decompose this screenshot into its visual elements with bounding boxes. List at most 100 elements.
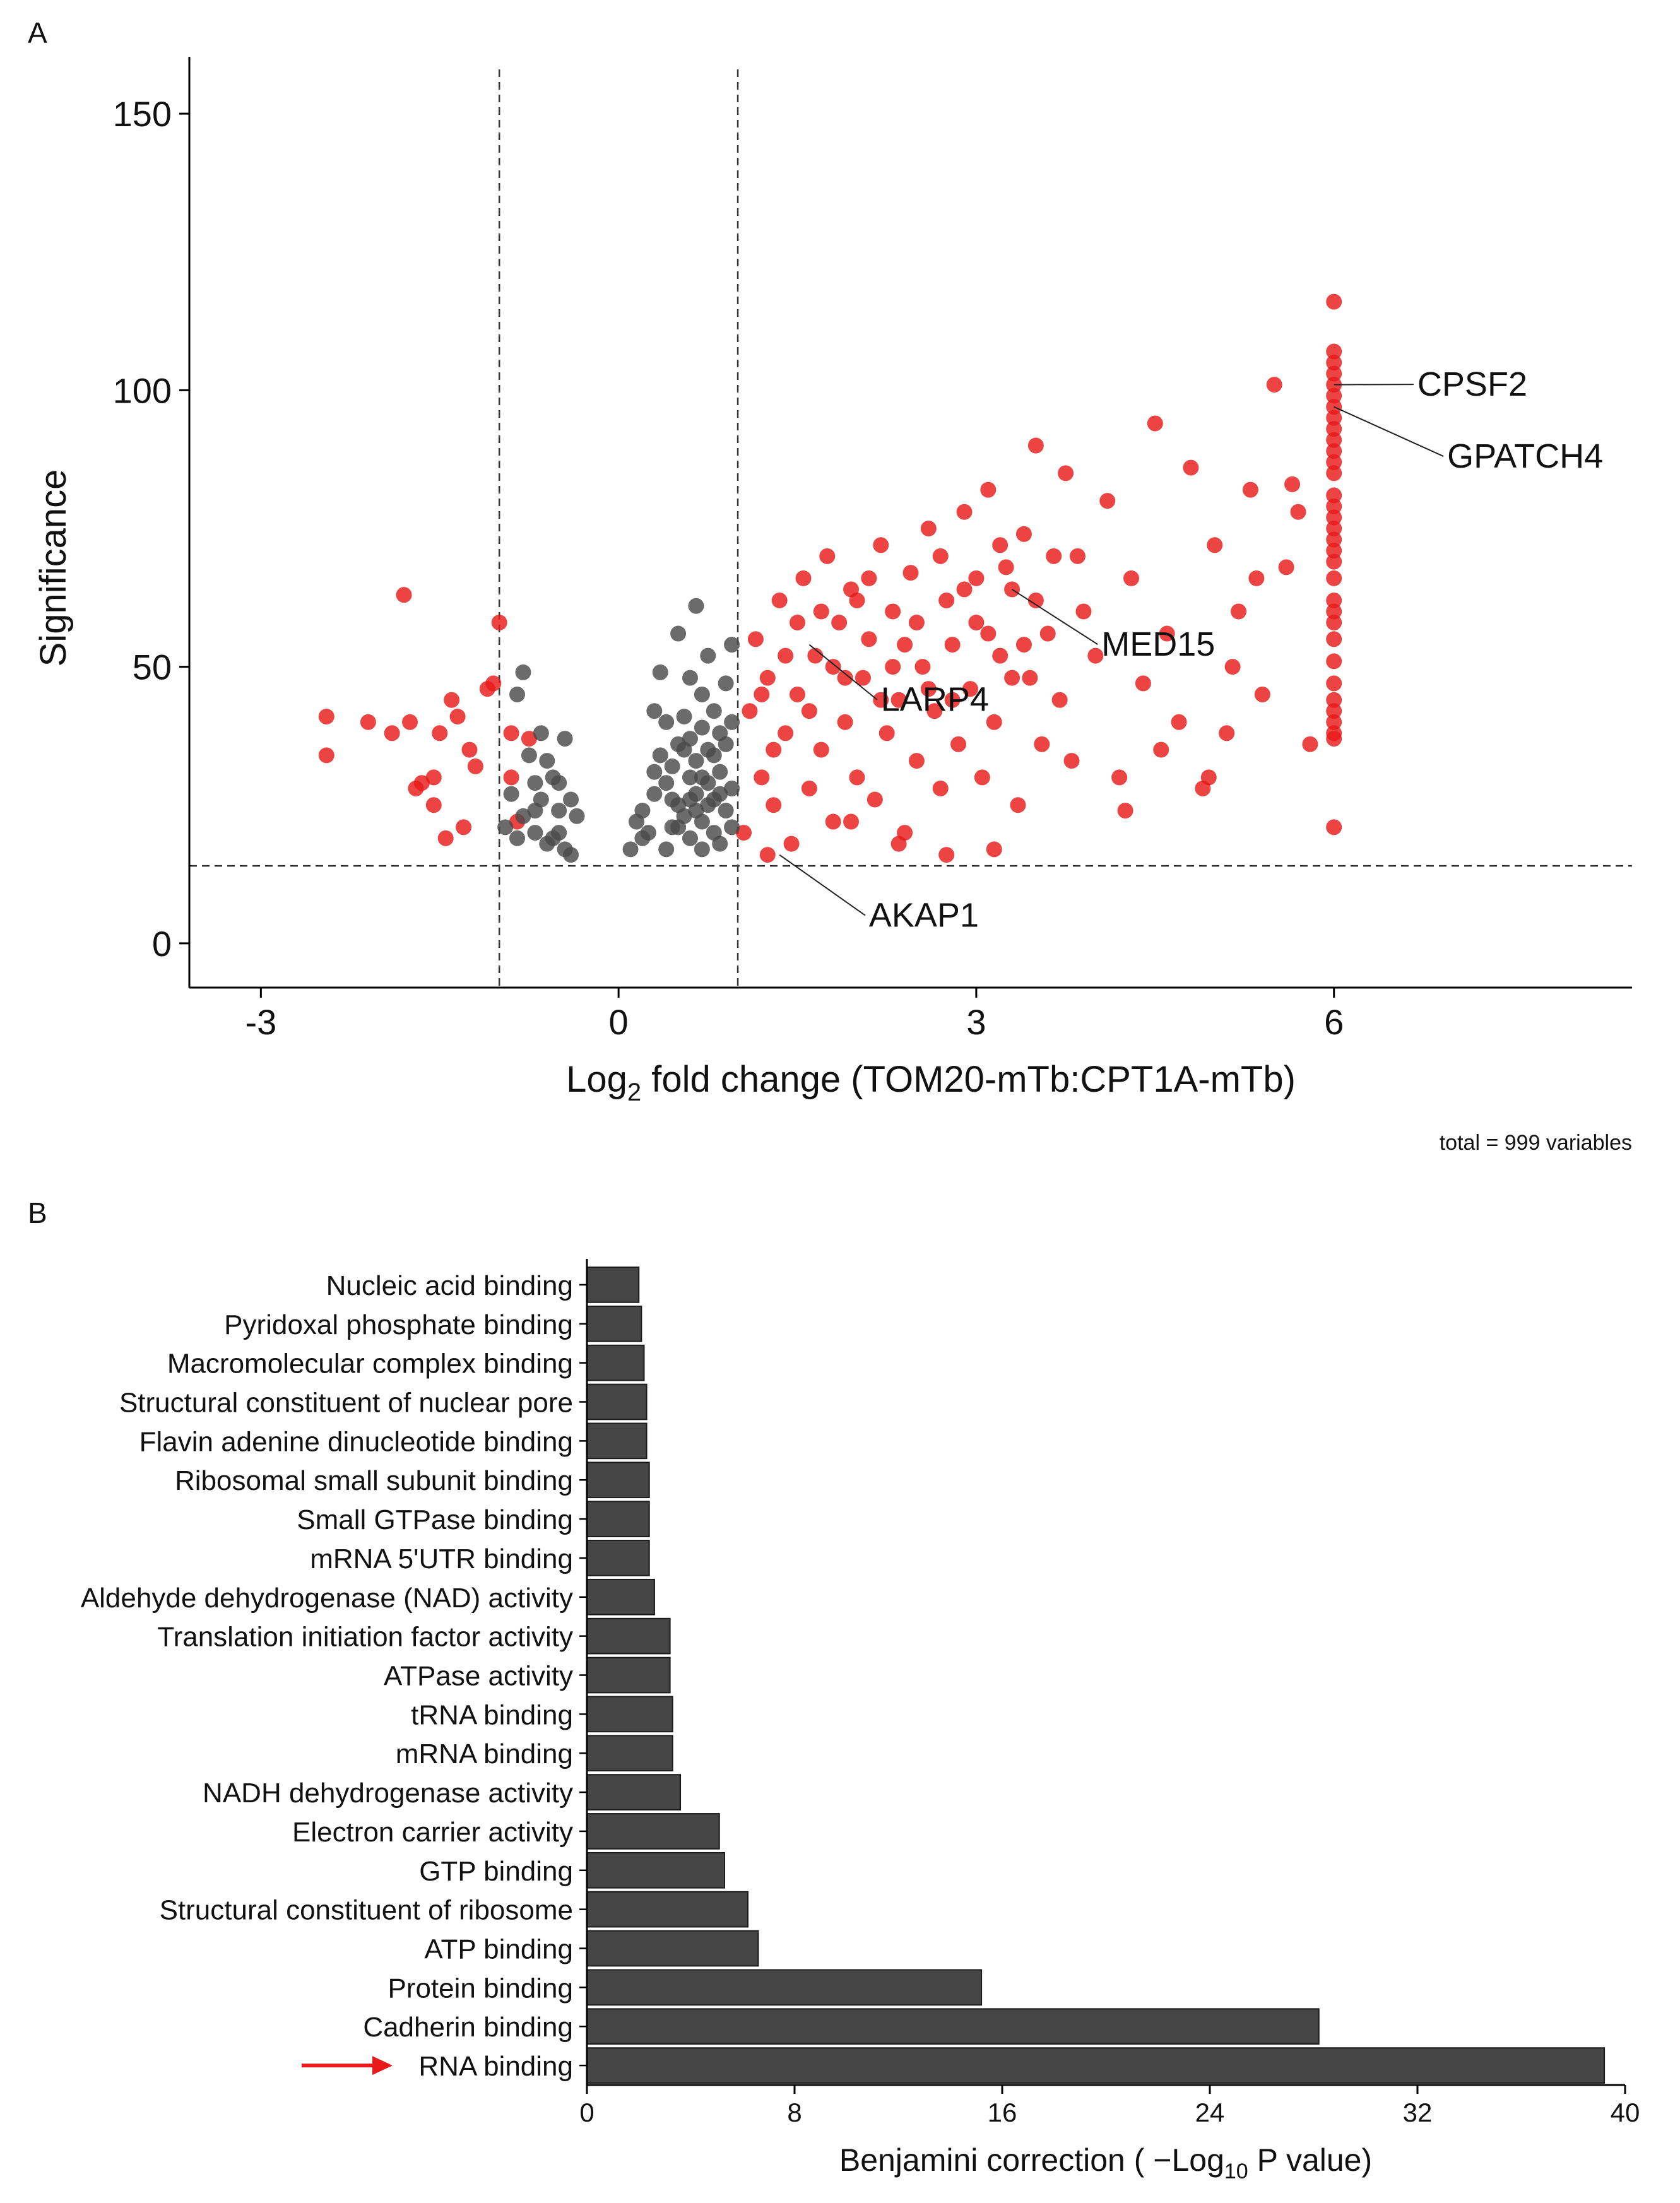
bar-20 (586, 2047, 1606, 2084)
point-up-82 (1099, 493, 1116, 509)
category-label-7: mRNA 5'UTR binding (310, 1544, 573, 1574)
bar-x-axis-label: Benjamini correction ( −Log10 P value) (839, 2142, 1372, 2183)
bar-9 (586, 1617, 671, 1655)
point-up-56 (926, 703, 943, 719)
point-up-128 (849, 592, 865, 608)
point-up-116 (861, 570, 877, 586)
point-ns-70 (634, 830, 651, 846)
bar-6 (586, 1501, 650, 1537)
gene-label-1: GPATCH4 (1447, 437, 1603, 475)
point-up-137 (1326, 343, 1342, 360)
point-up-3 (384, 725, 400, 741)
point-up-101 (1117, 803, 1133, 819)
point-up-81 (1087, 647, 1104, 664)
point-up-24 (736, 825, 752, 841)
point-ns-2 (509, 686, 526, 702)
bar-5 (586, 1462, 650, 1499)
point-up-34 (795, 570, 812, 586)
point-up-63 (968, 615, 985, 631)
point-up-115 (837, 670, 853, 686)
point-up-27 (754, 769, 770, 786)
point-ns-55 (700, 647, 716, 664)
category-label-20: RNA binding (418, 2051, 573, 2082)
point-up-62 (962, 681, 978, 697)
point-ns-19 (569, 808, 585, 824)
point-up-39 (825, 813, 841, 830)
point-up-163 (1326, 692, 1342, 708)
point-up-46 (867, 791, 883, 808)
point-up-88 (1171, 714, 1187, 730)
point-ns-4 (521, 747, 537, 764)
point-ns-16 (551, 825, 567, 841)
point-up-127 (825, 659, 841, 675)
category-label-15: GTP binding (419, 1856, 573, 1887)
x-tick-label-2: 3 (966, 1002, 986, 1042)
category-label-17: ATP binding (424, 1934, 573, 1965)
point-up-122 (1004, 670, 1020, 686)
point-ns-20 (515, 808, 531, 824)
point-up-18 (503, 725, 519, 741)
point-ns-74 (700, 741, 716, 758)
point-up-49 (885, 603, 901, 620)
point-up-7 (425, 769, 442, 786)
point-up-47 (873, 537, 889, 553)
point-up-40 (831, 615, 848, 631)
point-up-152 (1326, 521, 1342, 536)
point-up-31 (778, 725, 794, 741)
category-label-3: Structural constituent of nuclear pore (119, 1388, 573, 1419)
point-up-78 (1058, 465, 1074, 481)
highlight-arrow-icon (302, 2056, 393, 2076)
point-up-118 (908, 615, 925, 631)
point-up-97 (1278, 559, 1294, 576)
point-ns-13 (527, 825, 543, 841)
point-up-155 (1326, 553, 1342, 570)
total-variables-note: total = 999 variables (1440, 1131, 1632, 1155)
point-ns-69 (646, 764, 663, 780)
point-up-73 (1027, 437, 1044, 454)
category-label-11: tRNA binding (411, 1699, 573, 1730)
point-up-53 (908, 753, 925, 769)
gene-label-2: MED15 (1101, 625, 1215, 663)
point-up-33 (790, 686, 806, 702)
label-connector-3 (808, 644, 878, 700)
point-up-111 (1284, 476, 1301, 492)
point-ns-58 (706, 703, 722, 719)
point-ns-0 (497, 819, 514, 836)
category-label-0: Nucleic acid binding (326, 1270, 573, 1301)
point-ns-51 (694, 719, 710, 736)
point-up-158 (1326, 603, 1342, 620)
point-up-70 (1010, 797, 1026, 813)
point-up-92 (1219, 725, 1235, 741)
label-connector-1 (1334, 406, 1444, 457)
point-ns-36 (664, 758, 680, 774)
volcano-x-label-sub: 2 (627, 1078, 641, 1106)
point-up-108 (1153, 741, 1169, 758)
point-ns-59 (712, 836, 728, 852)
point-up-144 (1326, 421, 1342, 437)
bar-4 (586, 1422, 648, 1460)
volcano-x-label-main: Log (566, 1059, 627, 1100)
point-up-146 (1326, 443, 1342, 459)
point-up-80 (1075, 603, 1092, 620)
bar-11 (586, 1696, 673, 1733)
category-label-4: Flavin adenine dinucleotide binding (139, 1426, 573, 1457)
point-up-0 (318, 709, 334, 725)
point-up-126 (801, 703, 817, 719)
gene-label-3: LARP4 (881, 681, 989, 719)
point-up-130 (897, 637, 913, 653)
point-up-23 (461, 741, 478, 758)
point-ns-29 (646, 703, 663, 719)
point-up-153 (1326, 531, 1342, 548)
point-up-25 (742, 703, 758, 719)
volcano-y-axis-label: Significance (33, 470, 74, 667)
point-up-125 (778, 647, 794, 664)
point-ns-76 (670, 819, 687, 836)
point-ns-18 (539, 753, 555, 769)
bar-18 (586, 1969, 983, 2006)
point-up-154 (1326, 543, 1342, 559)
point-up-52 (902, 565, 919, 581)
point-ns-52 (694, 686, 710, 702)
point-up-36 (807, 647, 824, 664)
point-up-61 (956, 504, 973, 520)
point-ns-17 (557, 841, 573, 858)
